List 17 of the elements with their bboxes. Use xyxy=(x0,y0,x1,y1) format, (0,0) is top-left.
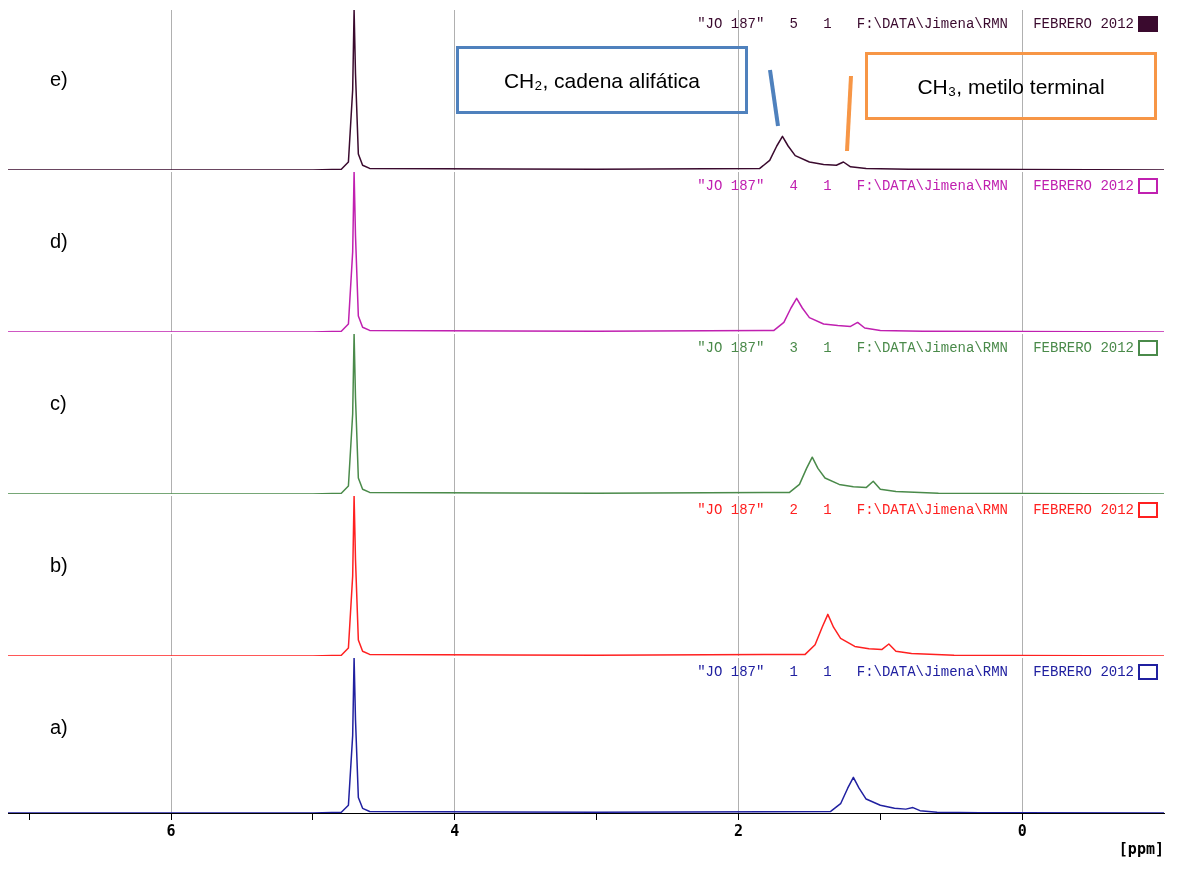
annotation: "JO 187" 1 1 F:\DATA\Jimena\RMN FEBRERO 2012 xyxy=(697,663,1134,680)
x-tick-label: 2 xyxy=(733,821,743,840)
annotation: d) xyxy=(50,229,68,252)
x-tick-label: 0 xyxy=(1017,821,1027,840)
x-tick-label: 4 xyxy=(450,821,460,840)
annotation: "JO 187" 5 1 F:\DATA\Jimena\RMN FEBRERO 2012 xyxy=(697,15,1134,32)
annotation: c) xyxy=(50,391,67,414)
annotation: b) xyxy=(50,553,68,576)
annotation: a) xyxy=(50,715,68,738)
annotation: e) xyxy=(50,67,68,90)
x-tick-label: 6 xyxy=(166,821,176,840)
annotation: "JO 187" 4 1 F:\DATA\Jimena\RMN FEBRERO 2012 xyxy=(697,177,1134,194)
x-axis-title: [ppm] xyxy=(1118,840,1164,859)
annotation: CH₃, metilo terminal xyxy=(917,75,1105,98)
annotation: CH₂, cadena alifática xyxy=(503,69,701,92)
annotation: "JO 187" 3 1 F:\DATA\Jimena\RMN FEBRERO 2012 xyxy=(697,339,1134,356)
annotation: "JO 187" 2 1 F:\DATA\Jimena\RMN FEBRERO 2012 xyxy=(697,501,1134,518)
